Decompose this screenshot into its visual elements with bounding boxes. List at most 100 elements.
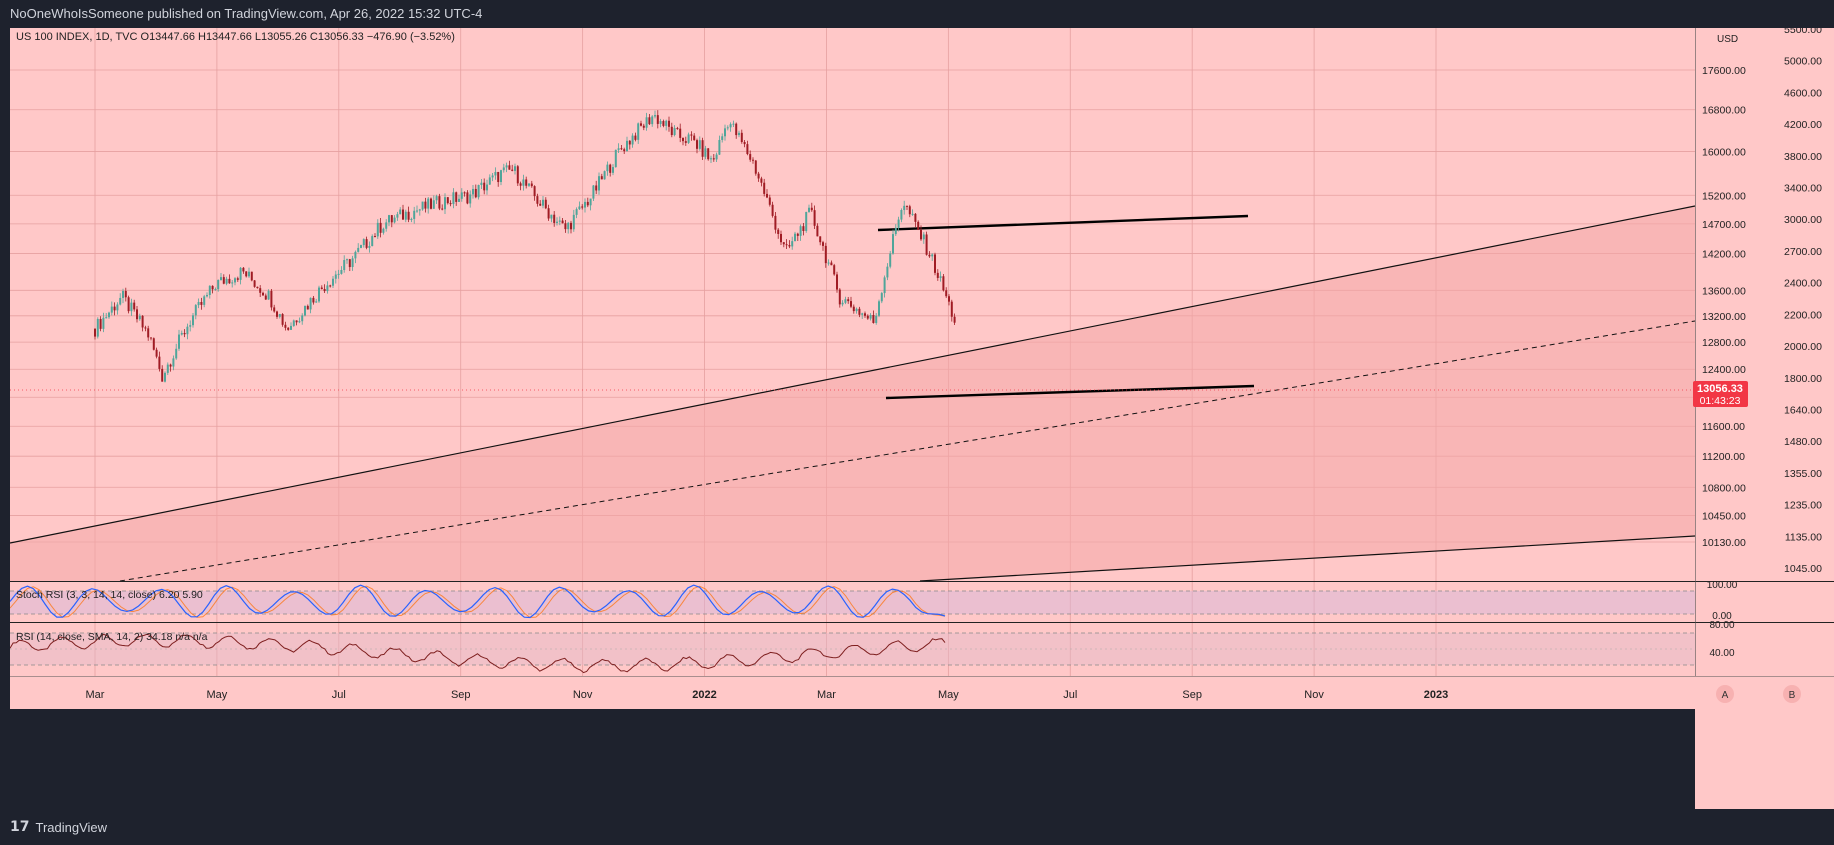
candle-body [404, 211, 407, 220]
candle-body [875, 315, 878, 323]
rsi-legend[interactable]: RSI (14, close, SMA, 14, 2) 34.18 n/a n/… [16, 631, 208, 643]
candle-body [197, 301, 200, 306]
candle-body [651, 116, 654, 125]
resistance-trendline[interactable] [877, 214, 1249, 232]
chart-area[interactable]: US 100 INDEX, 1D, TVC O13447.66 H13447.6… [9, 24, 1834, 809]
candle-body [147, 328, 150, 338]
chart-svg[interactable]: US 100 INDEX, 1D, TVC O13447.66 H13447.6… [9, 24, 1834, 809]
candle-body [869, 315, 872, 319]
candle-body [645, 117, 648, 128]
candle-body [528, 183, 530, 186]
time-tick-label: May [938, 689, 959, 701]
candle-body [550, 214, 553, 219]
candle-body [225, 278, 228, 284]
candle-body [477, 185, 480, 198]
price-tick-label-right: 2000.00 [1784, 341, 1822, 353]
candle-body [446, 197, 449, 204]
candle-body [220, 277, 222, 280]
candle-body [483, 182, 486, 191]
time-tick-label: Mar [86, 689, 105, 701]
candle-body [284, 324, 287, 328]
candle-body [609, 164, 612, 173]
candle-body [136, 309, 138, 320]
candle-body [435, 196, 438, 201]
price-tick-label-right: 1800.00 [1784, 373, 1822, 385]
candle-body [542, 199, 544, 206]
rsi-axis-label-80: 80.00 [1709, 620, 1734, 631]
candle-body [99, 318, 102, 329]
support-trendline[interactable] [885, 384, 1255, 400]
candle-body [656, 115, 659, 124]
candle-body [486, 184, 488, 191]
time-tick-label: Nov [1304, 689, 1324, 701]
stoch-legend[interactable]: Stoch RSI (3, 3, 14, 14, close) 6.20 5.9… [16, 589, 203, 601]
candle-body [494, 171, 497, 176]
main-legend[interactable]: US 100 INDEX, 1D, TVC O13447.66 H13447.6… [16, 31, 455, 43]
tradingview-logo-icon[interactable]: 17 [10, 819, 30, 835]
channel-upper-line[interactable] [9, 205, 1696, 544]
channel-lower-line[interactable] [919, 535, 1696, 582]
candle-body [287, 327, 290, 330]
candle-body [337, 273, 340, 275]
candle-body [600, 176, 603, 180]
candle-body [180, 332, 183, 335]
candle-body [914, 213, 917, 222]
candle-body [701, 140, 704, 157]
candle-body [729, 124, 732, 128]
price-tick-label: 16800.00 [1702, 105, 1746, 117]
price-tick-label: 10130.00 [1702, 537, 1746, 549]
candle-body [340, 270, 343, 274]
candle-body [925, 234, 928, 255]
candle-body [320, 287, 323, 289]
candle-body [393, 217, 396, 223]
price-tick-label: 12800.00 [1702, 337, 1746, 349]
price-tag[interactable] [1693, 381, 1748, 407]
candle-body [841, 302, 844, 305]
candle-body [567, 222, 570, 230]
candle-body [628, 140, 631, 145]
candle-body [690, 134, 693, 136]
candle-body [315, 301, 318, 303]
auto-scale-button[interactable] [1716, 685, 1734, 703]
time-axis-bg [10, 676, 1834, 709]
price-tick-label-right: 1480.00 [1784, 436, 1822, 448]
candle-body [421, 201, 424, 210]
time-tick-label: Jul [332, 689, 346, 701]
candle-body [122, 291, 124, 298]
candle-body [648, 117, 651, 125]
time-tick-label: Jul [1063, 689, 1077, 701]
candle-body [698, 140, 701, 149]
candle-body [105, 317, 108, 319]
price-tick-label: 13600.00 [1702, 285, 1746, 297]
candle-body [234, 278, 236, 283]
candle-body [172, 358, 175, 367]
candle-body [164, 372, 166, 382]
candle-body [418, 209, 421, 211]
candle-body [329, 285, 332, 287]
candle-body [346, 259, 348, 261]
candle-body [130, 302, 133, 312]
candle-body [665, 120, 668, 126]
candle-body [402, 209, 404, 220]
log-scale-button[interactable] [1783, 685, 1801, 703]
candle-body [200, 301, 203, 305]
candle-body [539, 203, 542, 206]
candle-body [836, 274, 838, 290]
candle-body [178, 334, 180, 349]
candle-body [273, 307, 276, 312]
candle-body [928, 254, 931, 257]
candle-body [250, 271, 253, 281]
candle-body [175, 348, 178, 359]
price-tick-label-right: 5500.00 [1784, 28, 1822, 36]
time-tick-label: 2023 [1424, 689, 1448, 701]
time-tick-label: Nov [573, 689, 593, 701]
candle-body [455, 192, 458, 202]
time-tick-label: Sep [1182, 689, 1202, 701]
price-tick-label-right: 2400.00 [1784, 278, 1822, 290]
candle-body [710, 158, 712, 160]
footer-brand[interactable]: TradingView [35, 819, 108, 835]
candle-body [424, 201, 427, 209]
candle-body [144, 327, 147, 329]
candle-body [371, 236, 374, 247]
time-tick-label: May [207, 689, 228, 701]
